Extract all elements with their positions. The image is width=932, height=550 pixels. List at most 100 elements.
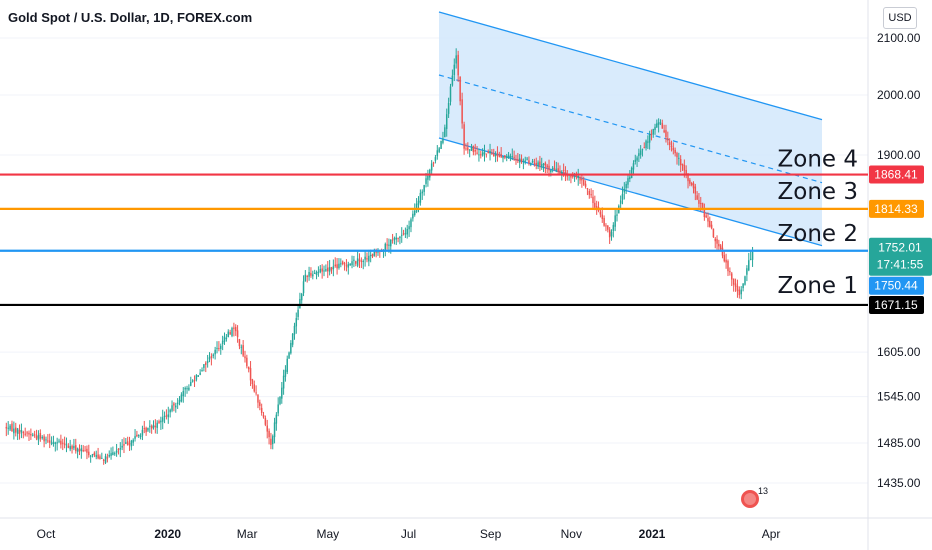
candle-body [457, 54, 459, 76]
candle-body [52, 441, 55, 444]
candle-body [37, 434, 40, 441]
candle-body [317, 271, 320, 273]
candle-body [184, 387, 186, 390]
candle-body [67, 445, 70, 448]
candle-body [461, 99, 463, 124]
candle-body [275, 414, 278, 424]
candle-body [11, 423, 13, 432]
candle-body [559, 170, 561, 175]
descending-channel[interactable] [438, 11, 823, 247]
badge-icon [741, 490, 759, 508]
candle-body [16, 428, 19, 434]
candle-body [455, 55, 457, 64]
candle-body [616, 214, 618, 216]
candle-body [507, 155, 510, 158]
candle-body [178, 399, 181, 403]
candle-body [356, 258, 359, 266]
candle-body [216, 347, 218, 349]
candle-body [78, 449, 81, 452]
candle-body [106, 457, 109, 459]
candle-body [143, 428, 146, 430]
candle-body [169, 409, 171, 413]
candle-body [260, 407, 263, 413]
candle-body [293, 325, 296, 335]
candle-body [603, 217, 605, 226]
channel-lower-line[interactable] [438, 137, 823, 247]
candle-body [513, 156, 515, 158]
candle-body [328, 266, 331, 272]
candle-body [511, 156, 514, 158]
candle-body [244, 356, 246, 359]
candle-body [749, 258, 752, 260]
candle-body [89, 455, 92, 457]
candle-body [468, 149, 471, 151]
candle-body [384, 243, 387, 251]
currency-button[interactable]: USD [883, 7, 917, 29]
candle-body [41, 436, 43, 439]
ideas-badge[interactable]: 13 [741, 486, 768, 508]
last-price-value: 1752.01 [878, 241, 922, 255]
candle-body [191, 380, 194, 382]
candle-body [608, 229, 611, 238]
candle-body [223, 336, 226, 342]
candle-body [299, 298, 301, 309]
candle-body [553, 167, 556, 171]
candle-body [399, 236, 401, 239]
candle-body [425, 178, 427, 184]
candle-body [150, 426, 153, 429]
candle-body [551, 167, 554, 169]
candle-body [415, 203, 418, 212]
candle-body [271, 436, 274, 445]
candle-body [453, 64, 456, 76]
candle-body [539, 161, 541, 166]
candle-body [341, 261, 344, 264]
candle-body [61, 442, 64, 444]
channel-median-line[interactable] [438, 74, 823, 184]
candle-body [746, 268, 748, 275]
candle-body [63, 443, 66, 445]
candle-body [509, 156, 512, 158]
candle-body [442, 138, 444, 143]
candle-body [234, 327, 237, 332]
candle-body [395, 237, 398, 240]
candle-body [141, 429, 144, 436]
candle-body [502, 156, 504, 159]
candle-body [391, 239, 394, 241]
candle-body [388, 244, 390, 246]
price-axis-tick-label: 1605.00 [877, 345, 921, 359]
candle-body [161, 417, 164, 422]
candle-body [69, 446, 71, 450]
candle-body [167, 414, 170, 418]
candle-body [190, 382, 192, 386]
candle-body [288, 352, 290, 359]
candle-body [500, 153, 502, 158]
candle-body [86, 448, 88, 453]
candle-body [336, 264, 338, 269]
candle-body [99, 456, 101, 459]
candle-body [667, 138, 669, 141]
candle-body [505, 156, 508, 158]
candle-body [306, 276, 308, 278]
candle-body [734, 283, 737, 287]
candle-body [487, 151, 489, 154]
candle-body [88, 451, 90, 456]
candle-body [43, 436, 45, 442]
candle-body [716, 239, 718, 244]
candle-body [259, 402, 261, 406]
candle-body [531, 161, 534, 163]
candle-body [236, 330, 239, 338]
candle-body [648, 134, 651, 143]
candle-body [679, 159, 682, 166]
candle-body [650, 133, 653, 135]
channel-upper-line[interactable] [438, 11, 823, 121]
candle-body [478, 154, 480, 156]
candle-body [221, 340, 224, 345]
candle-body [313, 272, 316, 274]
zone-1-label: Zone 1 [778, 273, 859, 299]
candle-body [515, 158, 517, 161]
candle-body [654, 126, 656, 131]
price-axis-tick-label: 1545.00 [877, 390, 921, 404]
candle-body [220, 345, 222, 349]
candle-body [413, 210, 416, 216]
